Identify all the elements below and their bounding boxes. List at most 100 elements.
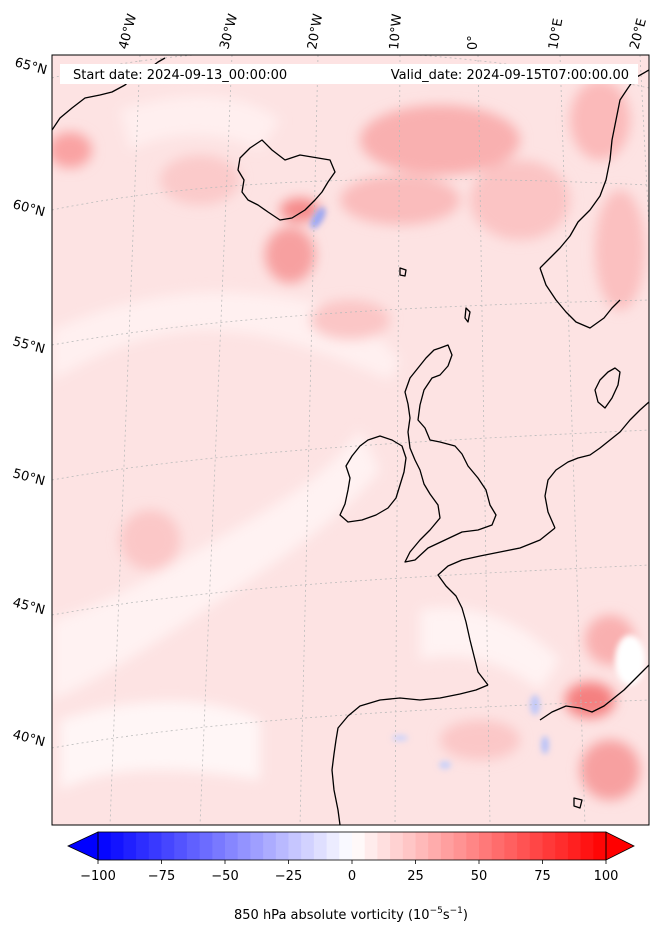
lat-label-45n: 45°N [11,595,47,618]
colorbar-segment [377,832,391,860]
norway-coast [539,69,649,269]
colorbar-segment [225,832,239,860]
colorbar-segment [199,832,213,860]
parallel-55n [52,299,649,346]
colorbar-label-mid: s [443,908,450,923]
colorbar-extend-high [605,831,635,861]
faroe-islands [399,267,407,277]
colorbar-label-end: ) [463,908,468,923]
valid-date-label: Valid_date: 2024-09-15T07:00:00.00 [391,68,629,83]
colorbar-segment [148,832,163,860]
meridian-0 [477,55,491,825]
colorbar-segment [136,832,150,860]
colorbar-segment [237,832,251,860]
france-coast [437,527,556,686]
colorbar-segment [301,832,315,860]
colorbar-segments [98,832,607,860]
colorbar-segment [517,832,531,860]
iceland-coast [237,139,336,221]
great-britain-coast [404,344,497,563]
meridian-30w [199,55,233,825]
colorbar-label-exp2: −1 [450,906,463,916]
colorbar-tick-label: 0 [348,869,356,884]
lat-label-55n: 55°N [11,334,47,357]
continental-europe-coast [544,401,649,529]
colorbar-segment [174,832,188,860]
colorbar-segment [567,832,582,860]
vorticity-field-patches [52,80,645,800]
latitude-labels: 65°N 60°N 55°N 50°N 45°N 40°N [11,55,49,750]
colorbar-segment [364,832,378,860]
colorbar-segment [466,832,480,860]
norway-south-coast [539,267,621,329]
map-frame [51,54,650,826]
colorbar-tick-label: 100 [594,869,619,884]
colorbar-extend-low [67,831,99,861]
colorbar-segment [186,832,201,860]
colorbar-segment [339,832,353,860]
colorbar-tick-label: −75 [148,869,175,884]
colorbar-segment [542,832,556,860]
colorbar-segment [390,832,404,860]
colorbar-segment [428,832,442,860]
colorbar-segment [352,832,366,860]
lon-label-10e: 10°E [546,17,566,50]
map-header: Start date: 2024-09-13_00:00:00 Valid_da… [60,64,638,84]
colorbar-segment [110,832,124,860]
colorbar-segment [415,832,429,860]
ireland-coast [339,435,407,523]
colorbar-segment [580,832,594,860]
colorbar-segment [288,832,302,860]
meridian-20w [299,55,319,825]
colorbar-segment [123,832,137,860]
lon-label-20e: 20°E [627,17,650,51]
meridian-10w [394,55,401,825]
colorbar-tick-label: 50 [471,869,488,884]
parallel-40n [52,699,649,749]
parallel-60n [52,178,649,211]
vorticity-negative-patches [310,207,645,769]
meridian-40w [109,55,141,825]
colorbar-tick-label: −50 [211,869,238,884]
colorbar-tick-label: −100 [80,869,116,884]
parallel-45n [52,564,649,616]
colorbar-label-exp1: −5 [430,906,443,916]
colorbar-segment [453,832,467,860]
colorbar-segment [491,832,505,860]
colorbar-segment [529,832,544,860]
colorbar-tick-label: 75 [534,869,551,884]
colorbar-segment [263,832,277,860]
colorbar-segment [402,832,417,860]
colorbar-segment [161,832,175,860]
colorbar-tick-label: −25 [275,869,302,884]
lat-label-65n: 65°N [13,55,49,78]
lat-label-40n: 40°N [11,727,47,750]
colorbar-segment [313,832,328,860]
lon-label-0: 0° [466,35,481,50]
parallel-50n [52,429,649,481]
lon-label-40w: 40°W [116,12,140,51]
colorbar-segment [593,832,607,860]
colorbar-segment [275,832,290,860]
colorbar-segment [440,832,455,860]
colorbar-label-main: 850 hPa absolute vorticity (10 [234,908,430,923]
colorbar-segment [555,832,569,860]
colorbar-segment [212,832,226,860]
colorbar: −100 −75 −50 −25 0 25 50 75 100 850 hPa absolute… [67,831,635,923]
colorbar-segment [479,832,493,860]
colorbar-segment [250,832,264,860]
lat-label-60n: 60°N [11,197,47,220]
lon-label-20w: 20°W [305,13,326,51]
iberia-coast [331,684,489,825]
map-panel [52,55,649,825]
denmark-coast [594,367,621,409]
colorbar-segment [98,832,112,860]
start-date-label: Start date: 2024-09-13_00:00:00 [73,68,287,83]
sardinia-corsica [573,797,583,809]
colorbar-tick-label: 25 [407,869,424,884]
graticule [52,55,649,825]
meridian-10e [559,55,586,825]
colorbar-ticks: −100 −75 −50 −25 0 25 50 75 100 [80,860,618,884]
lat-label-50n: 50°N [11,466,47,489]
colorbar-segment [504,832,518,860]
